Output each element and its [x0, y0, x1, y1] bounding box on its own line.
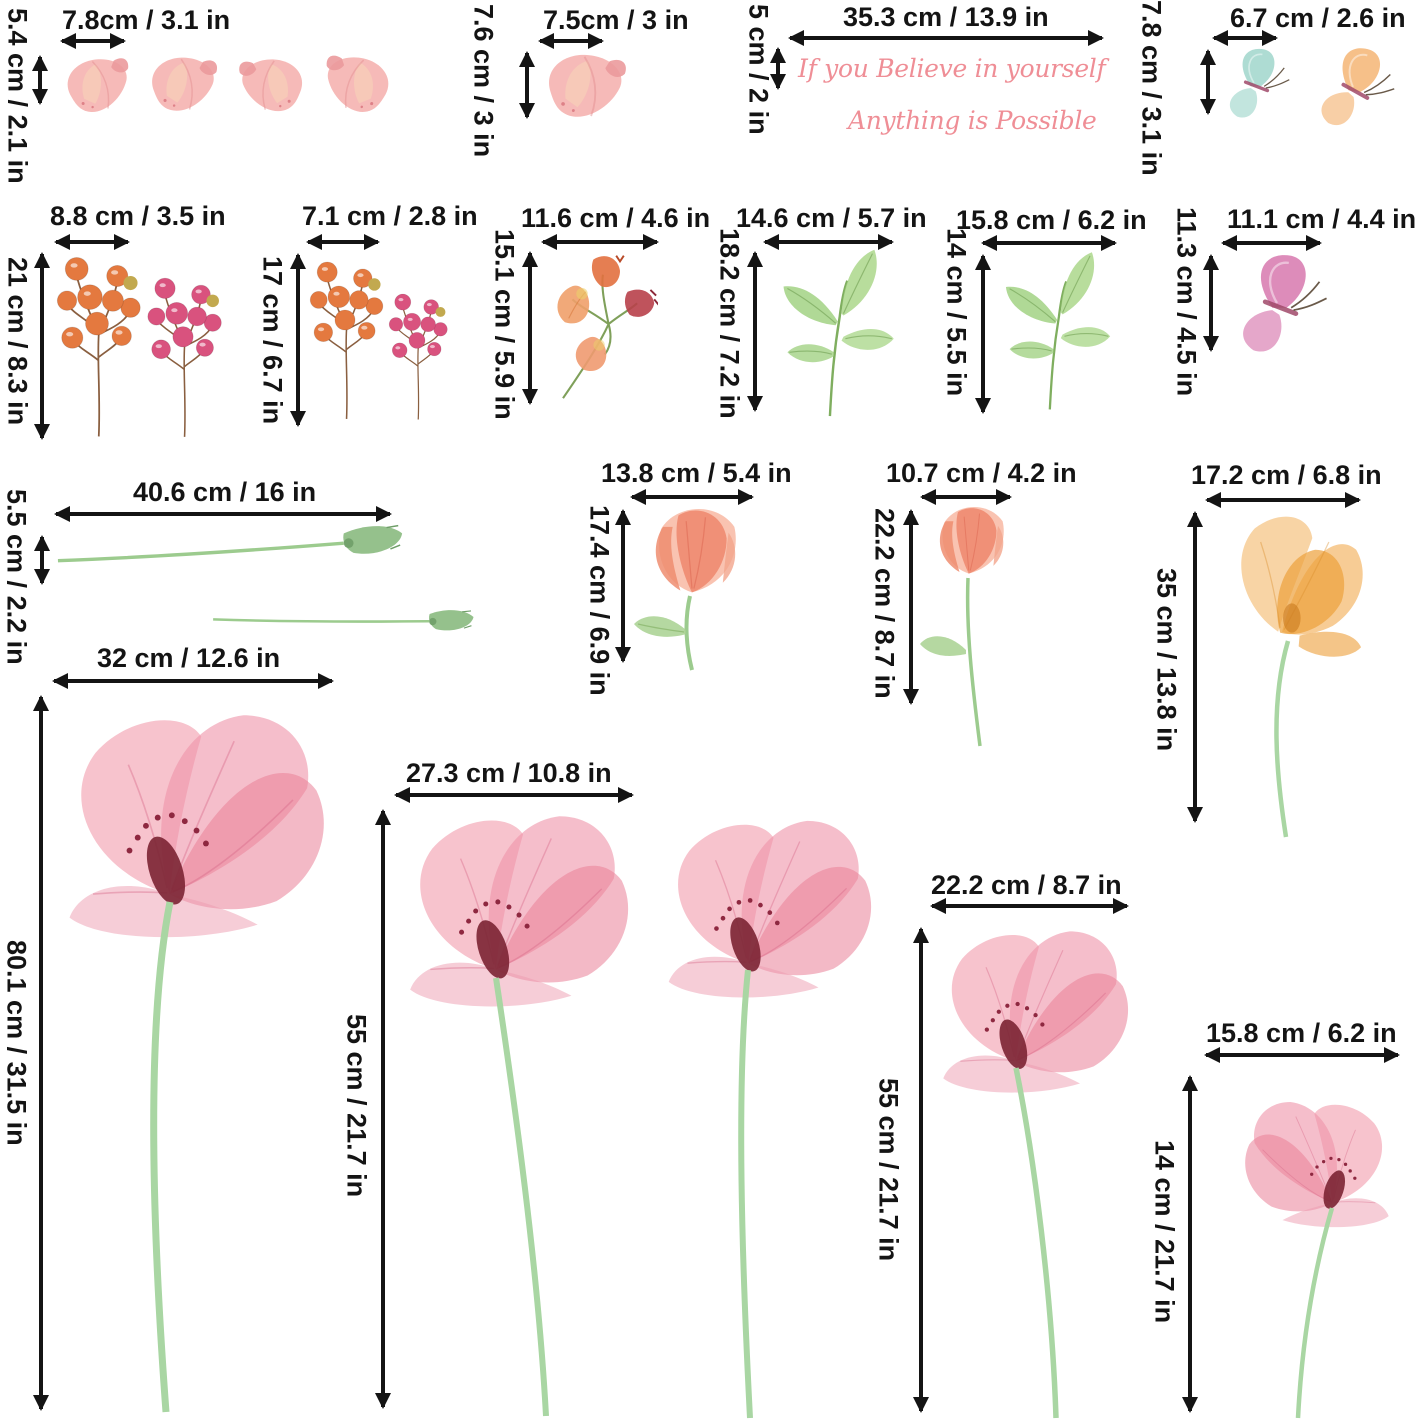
leaf-branch-art	[984, 244, 1112, 414]
width-label: 22.2 cm / 8.7 in	[931, 870, 1122, 900]
width-label: 7.5cm / 3 in	[543, 5, 689, 35]
height-label: 7.6 cm / 3 in	[468, 4, 499, 158]
height-label: 18.2 cm / 7.2 in	[714, 228, 745, 419]
width-arrow	[538, 33, 604, 49]
height-label: 5.5 cm / 2.2 in	[1, 489, 32, 665]
width-arrow	[1221, 235, 1322, 251]
height-arrow	[519, 51, 535, 119]
width-arrow	[1204, 1047, 1400, 1063]
height-arrow	[34, 252, 50, 440]
width-arrow	[394, 787, 634, 803]
height-arrow	[33, 695, 49, 1411]
width-arrow	[306, 234, 380, 250]
berry-branch-art	[306, 252, 384, 422]
width-arrow	[788, 30, 1104, 46]
height-label: 11.3 cm / 4.5 in	[1171, 207, 1202, 397]
width-arrow	[930, 898, 1129, 914]
width-label: 15.8 cm / 6.2 in	[1206, 1018, 1397, 1048]
poppy-pink-art	[409, 815, 629, 1417]
height-arrow	[32, 55, 48, 105]
petal-art	[231, 51, 313, 122]
height-label: 14 cm / 5.5 in	[941, 228, 972, 397]
height-label: 17 cm / 6.7 in	[257, 256, 288, 425]
pod-stem-art	[56, 516, 406, 580]
height-label: 17.4 cm / 6.9 in	[584, 505, 615, 696]
petal-art	[534, 41, 636, 132]
width-arrow	[52, 673, 334, 689]
width-arrow	[1205, 492, 1361, 508]
butterfly-teal-art	[1212, 44, 1296, 122]
poppy-pink-art	[68, 714, 325, 1413]
height-arrow	[375, 809, 391, 1409]
petal-art	[55, 48, 142, 124]
height-arrow	[1203, 254, 1219, 352]
poppy-yellow-art	[1240, 515, 1364, 838]
height-arrow	[290, 253, 306, 427]
height-label: 14 cm / 21.7 in	[1149, 1140, 1180, 1324]
quote-line-2: Anything is Possible	[848, 106, 1097, 135]
width-label: 11.6 cm / 4.6 in	[521, 203, 711, 233]
petal-art	[312, 45, 403, 126]
width-label: 7.1 cm / 2.8 in	[302, 201, 478, 231]
height-label: 80.1 cm / 31.5 in	[1, 940, 32, 1146]
height-arrow	[770, 47, 786, 90]
height-arrow	[522, 251, 538, 405]
height-arrow	[1187, 511, 1203, 823]
width-label: 11.1 cm / 4.4 in	[1227, 204, 1417, 234]
width-label: 40.6 cm / 16 in	[133, 477, 317, 507]
width-label: 13.8 cm / 5.4 in	[601, 458, 792, 488]
petal-art	[140, 48, 226, 122]
width-label: 10.7 cm / 4.2 in	[886, 458, 1077, 488]
height-arrow	[903, 509, 919, 705]
width-arrow	[981, 235, 1117, 251]
height-label: 35 cm / 13.8 in	[1151, 568, 1182, 752]
height-label: 22.2 cm / 8.7 in	[869, 508, 900, 699]
width-label: 7.8cm / 3.1 in	[62, 5, 231, 35]
width-arrow	[54, 506, 392, 522]
height-label: 55 cm / 21.7 in	[873, 1078, 904, 1262]
poppy-pink-art	[668, 820, 872, 1419]
bud-branch-art	[542, 250, 660, 402]
width-arrow	[541, 234, 659, 250]
tulip-art	[920, 506, 1005, 747]
width-label: 15.8 cm / 6.2 in	[956, 205, 1147, 235]
width-label: 8.8 cm / 3.5 in	[50, 201, 226, 231]
height-arrow	[615, 509, 631, 663]
poppy-pink-art	[942, 930, 1129, 1419]
height-label: 15.1 cm / 5.9 in	[489, 229, 520, 420]
width-arrow	[60, 33, 126, 49]
width-label: 6.7 cm / 2.6 in	[1230, 3, 1406, 33]
height-arrow	[747, 251, 763, 412]
height-arrow	[34, 535, 50, 585]
quote-line-1: If you Believe in yourself	[798, 54, 1106, 83]
width-arrow	[920, 489, 1012, 505]
height-arrow	[975, 254, 991, 414]
butterfly-pink-art	[1218, 248, 1336, 358]
width-arrow	[763, 234, 894, 250]
width-arrow	[630, 489, 754, 505]
width-arrow	[1212, 30, 1278, 46]
width-label: 32 cm / 12.6 in	[97, 643, 281, 673]
height-arrow	[1200, 49, 1216, 115]
height-arrow	[913, 927, 929, 1413]
berry-branch-art	[142, 268, 224, 440]
poppy-pink-art	[1244, 1101, 1390, 1419]
height-label: 7.8 cm / 3.1 in	[1136, 0, 1167, 176]
width-label: 27.3 cm / 10.8 in	[406, 758, 612, 788]
height-label: 21 cm / 8.3 in	[2, 257, 33, 426]
width-arrow	[54, 234, 130, 250]
width-label: 14.6 cm / 5.7 in	[736, 203, 927, 233]
height-label: 5 cm / 2 in	[743, 4, 774, 135]
height-arrow	[1182, 1075, 1198, 1413]
leaf-branch-art	[758, 244, 898, 418]
tulip-art	[634, 508, 737, 671]
height-label: 5.4 cm / 2.1 in	[2, 8, 33, 184]
berry-branch-art	[52, 246, 142, 440]
berry-branch-art	[386, 286, 448, 422]
width-label: 35.3 cm / 13.9 in	[843, 2, 1049, 32]
width-label: 17.2 cm / 6.8 in	[1191, 460, 1382, 490]
butterfly-orange-art	[1292, 35, 1413, 139]
height-label: 55 cm / 21.7 in	[341, 1014, 372, 1198]
